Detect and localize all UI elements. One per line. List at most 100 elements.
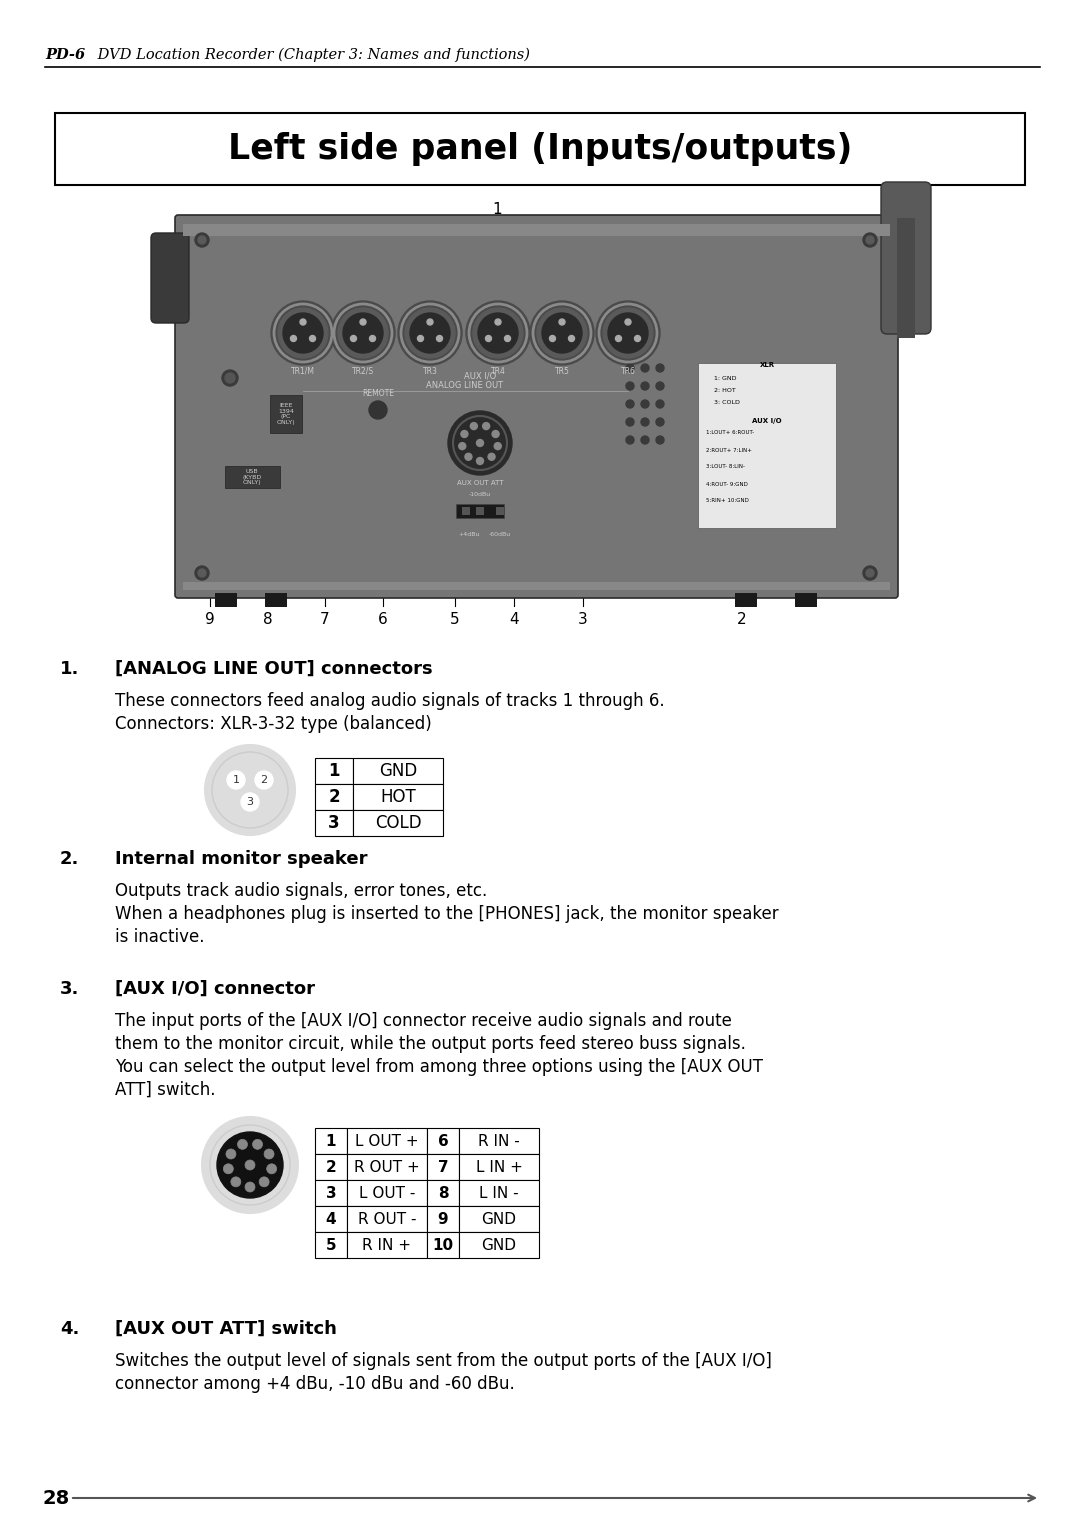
- Circle shape: [205, 746, 295, 834]
- Text: TR3: TR3: [422, 367, 437, 376]
- Bar: [427, 1154, 459, 1180]
- Circle shape: [465, 301, 530, 365]
- Bar: [183, 225, 890, 235]
- Bar: [315, 1232, 347, 1258]
- Circle shape: [626, 400, 634, 408]
- Text: HOT: HOT: [380, 788, 416, 805]
- Circle shape: [656, 364, 664, 371]
- Text: 4:ROUT- 9:GND: 4:ROUT- 9:GND: [706, 481, 747, 486]
- Circle shape: [410, 313, 450, 353]
- Text: 1: 1: [328, 762, 340, 779]
- Text: 1: 1: [326, 1134, 336, 1149]
- Text: ATT] switch.: ATT] switch.: [114, 1080, 216, 1099]
- Text: L OUT -: L OUT -: [359, 1186, 415, 1201]
- Text: AUX I/O: AUX I/O: [752, 419, 782, 423]
- Text: 5: 5: [450, 613, 460, 628]
- Circle shape: [418, 336, 423, 341]
- Text: 3: 3: [326, 1186, 336, 1201]
- Circle shape: [300, 319, 306, 325]
- Text: is inactive.: is inactive.: [114, 927, 204, 946]
- Text: GND: GND: [482, 1238, 516, 1253]
- Text: 2: HOT: 2: HOT: [714, 388, 735, 394]
- Text: The input ports of the [AUX I/O] connector receive audio signals and route: The input ports of the [AUX I/O] connect…: [114, 1012, 732, 1030]
- Bar: [315, 1180, 347, 1206]
- Text: 2: 2: [328, 788, 340, 805]
- Circle shape: [225, 373, 235, 384]
- Text: 3: 3: [578, 613, 588, 628]
- Circle shape: [224, 1164, 233, 1174]
- Bar: [735, 593, 757, 607]
- Text: R IN -: R IN -: [478, 1134, 519, 1149]
- Circle shape: [241, 793, 259, 811]
- Circle shape: [217, 1132, 283, 1198]
- Circle shape: [550, 336, 555, 341]
- Circle shape: [488, 454, 495, 460]
- Bar: [265, 593, 287, 607]
- Text: L IN -: L IN -: [480, 1186, 518, 1201]
- Text: ANALOG LINE OUT: ANALOG LINE OUT: [427, 382, 503, 391]
- Text: R OUT -: R OUT -: [357, 1212, 416, 1227]
- Text: AUX I/O: AUX I/O: [464, 371, 496, 380]
- Text: 10: 10: [432, 1238, 454, 1253]
- Text: them to the monitor circuit, while the output ports feed stereo buss signals.: them to the monitor circuit, while the o…: [114, 1034, 746, 1053]
- Text: XLR: XLR: [759, 362, 774, 368]
- Bar: [347, 1206, 427, 1232]
- Circle shape: [310, 336, 315, 341]
- Text: +4dBu: +4dBu: [458, 532, 480, 538]
- Circle shape: [495, 319, 501, 325]
- Bar: [353, 784, 443, 810]
- Circle shape: [238, 1140, 247, 1149]
- Circle shape: [351, 336, 356, 341]
- Circle shape: [863, 232, 877, 248]
- Circle shape: [360, 319, 366, 325]
- Circle shape: [330, 301, 395, 365]
- Circle shape: [626, 435, 634, 445]
- Circle shape: [471, 423, 477, 429]
- Text: You can select the output level from among three options using the [AUX OUT: You can select the output level from amo…: [114, 1057, 762, 1076]
- Circle shape: [608, 313, 648, 353]
- Text: These connectors feed analog audio signals of tracks 1 through 6.: These connectors feed analog audio signa…: [114, 692, 664, 711]
- Circle shape: [473, 309, 523, 358]
- Bar: [456, 504, 504, 518]
- Bar: [347, 1232, 427, 1258]
- Circle shape: [625, 319, 631, 325]
- Circle shape: [253, 1140, 262, 1149]
- Circle shape: [231, 1177, 241, 1187]
- Text: 2: 2: [738, 613, 746, 628]
- Text: 1.: 1.: [60, 660, 79, 678]
- Bar: [315, 1128, 347, 1154]
- Bar: [183, 582, 890, 590]
- Circle shape: [222, 370, 238, 387]
- Circle shape: [338, 309, 388, 358]
- Circle shape: [343, 313, 383, 353]
- Circle shape: [635, 336, 640, 341]
- Text: 1:LOUT+ 6:ROUT-: 1:LOUT+ 6:ROUT-: [706, 431, 754, 435]
- Bar: [459, 1128, 539, 1154]
- Text: 9: 9: [205, 613, 215, 628]
- Text: Left side panel (Inputs/outputs): Left side panel (Inputs/outputs): [228, 131, 852, 167]
- Text: PD-6: PD-6: [45, 47, 85, 63]
- Text: TR4: TR4: [490, 367, 505, 376]
- Bar: [476, 507, 484, 515]
- Text: 8: 8: [264, 613, 273, 628]
- Text: TR6: TR6: [621, 367, 635, 376]
- Circle shape: [427, 319, 433, 325]
- Bar: [462, 507, 470, 515]
- Text: -10dBu: -10dBu: [469, 492, 491, 498]
- Bar: [270, 396, 302, 432]
- Bar: [353, 758, 443, 784]
- Circle shape: [202, 1117, 298, 1213]
- Circle shape: [504, 336, 511, 341]
- Text: 4: 4: [509, 613, 518, 628]
- Circle shape: [656, 382, 664, 390]
- Circle shape: [436, 336, 443, 341]
- Circle shape: [863, 565, 877, 581]
- Circle shape: [642, 364, 649, 371]
- Circle shape: [267, 1164, 276, 1174]
- Bar: [459, 1180, 539, 1206]
- Bar: [459, 1154, 539, 1180]
- Circle shape: [195, 232, 210, 248]
- Text: 5: 5: [326, 1238, 336, 1253]
- Text: GND: GND: [379, 762, 417, 779]
- Text: 8: 8: [437, 1186, 448, 1201]
